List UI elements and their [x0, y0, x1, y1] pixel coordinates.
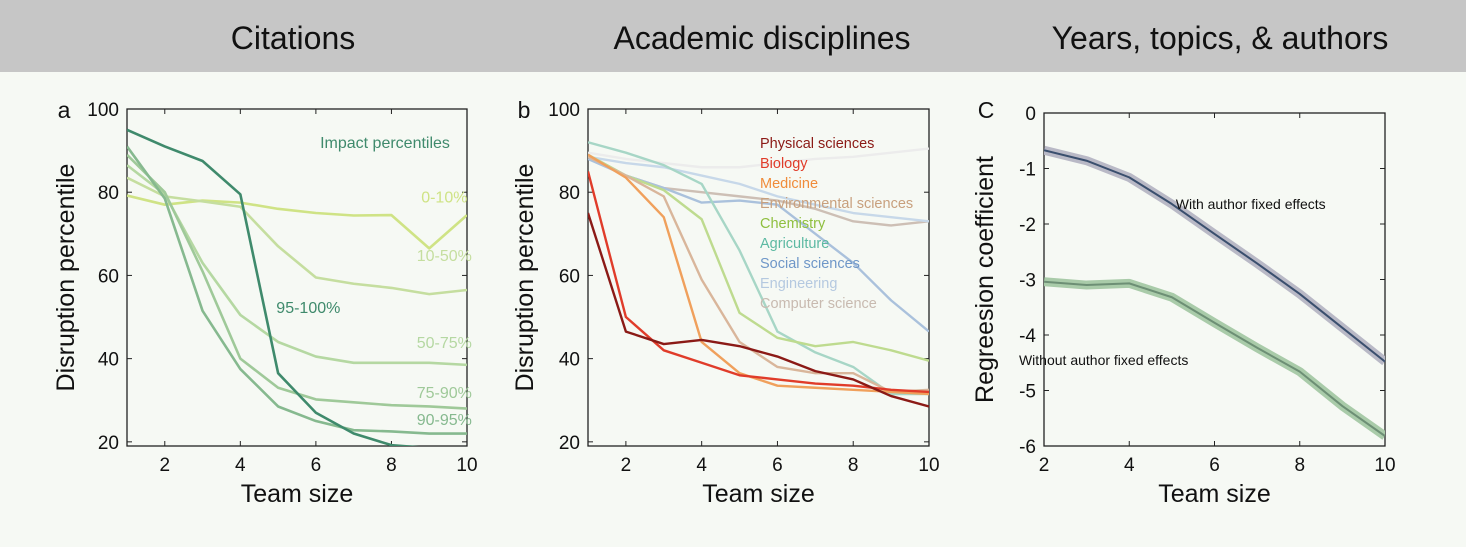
legend-entry-chemistry: Chemistry	[760, 216, 826, 232]
legend-entry-physical-sciences: Physical sciences	[760, 136, 874, 152]
legend-entry-computer-science: Computer science	[760, 296, 877, 312]
chart-c-xtick-label: 4	[1124, 455, 1135, 476]
chart-a-panel-label: a	[58, 97, 71, 123]
chart-c-ytick-label: -6	[1019, 437, 1036, 458]
chart-c-xtick-label: 8	[1294, 455, 1305, 476]
legend-entry-engineering: Engineering	[760, 276, 837, 292]
series-label-with-author-fixed-effects: With author fixed effects	[1176, 196, 1326, 212]
chart-c-ytick-label: -3	[1019, 271, 1036, 292]
series-label-75-90: 75-90%	[417, 385, 472, 402]
chart-c-panel-label: C	[978, 97, 995, 123]
series-line-0-10	[127, 194, 467, 250]
chart-a-ytick-label: 80	[98, 183, 119, 204]
chart-a-xtick-label: 2	[159, 455, 170, 476]
series-line-environmental-sciences	[588, 155, 929, 394]
chart-c-ytick-label: -1	[1019, 160, 1036, 181]
legend-entry-medicine: Medicine	[760, 176, 818, 192]
chart-b-ytick-label: 100	[548, 100, 580, 121]
chart-c-ytick-label: -4	[1019, 326, 1036, 347]
chart-b-xtick-label: 8	[848, 455, 859, 476]
chart-a-ytick-label: 60	[98, 266, 119, 287]
chart-c-xtick-label: 2	[1039, 455, 1050, 476]
series-label-10-50: 10-50%	[417, 248, 472, 265]
chart-a-xtick-label: 4	[235, 455, 246, 476]
chart-a-ytick-label: 40	[98, 350, 119, 371]
chart-c-xlabel: Team size	[1158, 480, 1271, 508]
chart-a-xlabel: Team size	[241, 480, 354, 508]
chart-a-ytick-label: 20	[98, 433, 119, 454]
chart-c-xtick-label: 10	[1374, 455, 1395, 476]
chart-c-ylabel: Regreesion coefficient	[971, 156, 999, 403]
chart-b-xtick-label: 6	[772, 455, 783, 476]
series-line-unnamed-0	[588, 147, 929, 169]
chart-a-ylabel: Disruption percentile	[52, 164, 80, 392]
series-label-90-95: 90-95%	[417, 412, 472, 429]
series-line-with-author-fixed-effects	[1044, 149, 1385, 363]
chart-c-ytick-label: -5	[1019, 382, 1036, 403]
header-academic-disciplines: Academic disciplines	[613, 20, 911, 56]
chart-b-xlabel: Team size	[702, 480, 815, 508]
series-line-engineering	[588, 155, 929, 223]
chart-b-ytick-label: 40	[559, 350, 580, 371]
header-citations: Citations	[230, 20, 356, 56]
chart-c-ytick-label: -2	[1019, 215, 1036, 236]
series-label-0-10: 0-10%	[421, 190, 467, 207]
series-line-10-50	[127, 176, 467, 296]
chart-b-ytick-label: 80	[559, 183, 580, 204]
series-label-50-75: 50-75%	[417, 335, 472, 352]
series-label-without-author-fixed-effects: Without author fixed effects	[1019, 352, 1188, 368]
series-line-chemistry	[588, 153, 929, 362]
chart-b-xtick-label: 10	[918, 455, 939, 476]
legend-entry-environmental-sciences: Environmental sciences	[760, 196, 913, 212]
chart-a-xtick-label: 6	[311, 455, 322, 476]
series-line-medicine	[588, 153, 929, 396]
chart-b-xtick-label: 2	[621, 455, 632, 476]
header-bar: Citations Academic disciplines Years, to…	[0, 0, 1466, 72]
chart-c-ytick-label: 0	[1025, 104, 1036, 125]
chart-a-ytick-label: 100	[87, 100, 119, 121]
legend-entry-agriculture: Agriculture	[760, 236, 829, 252]
series-label-95-100: 95-100%	[276, 300, 340, 317]
legend-title: Impact percentiles	[320, 135, 450, 152]
series-line-agriculture	[588, 141, 929, 396]
chart-a-plot-frame	[126, 108, 468, 447]
chart-b-xtick-label: 4	[696, 455, 707, 476]
chart-b-ytick-label: 20	[559, 433, 580, 454]
header-years-topics-authors: Years, topics, & authors	[1051, 20, 1389, 56]
chart-b-panel-label: b	[518, 97, 531, 123]
series-line-without-author-fixed-effects	[1044, 280, 1385, 437]
chart-c-xtick-label: 6	[1209, 455, 1220, 476]
chart-b-ylabel: Disruption percentile	[511, 164, 539, 392]
chart-b-ytick-label: 60	[559, 266, 580, 287]
legend-entry-biology: Biology	[760, 156, 808, 172]
series-line-50-75	[127, 164, 467, 367]
chart-a-xtick-label: 10	[456, 455, 477, 476]
chart-b-plot-frame	[587, 108, 930, 447]
confidence-band-with-author-fixed-effects	[1044, 145, 1385, 366]
series-line-physical-sciences	[588, 212, 929, 408]
series-line-90-95	[127, 145, 467, 435]
chart-a-xtick-label: 8	[386, 455, 397, 476]
series-line-95-100	[127, 128, 420, 446]
legend-entry-social-sciences: Social sciences	[760, 256, 860, 272]
